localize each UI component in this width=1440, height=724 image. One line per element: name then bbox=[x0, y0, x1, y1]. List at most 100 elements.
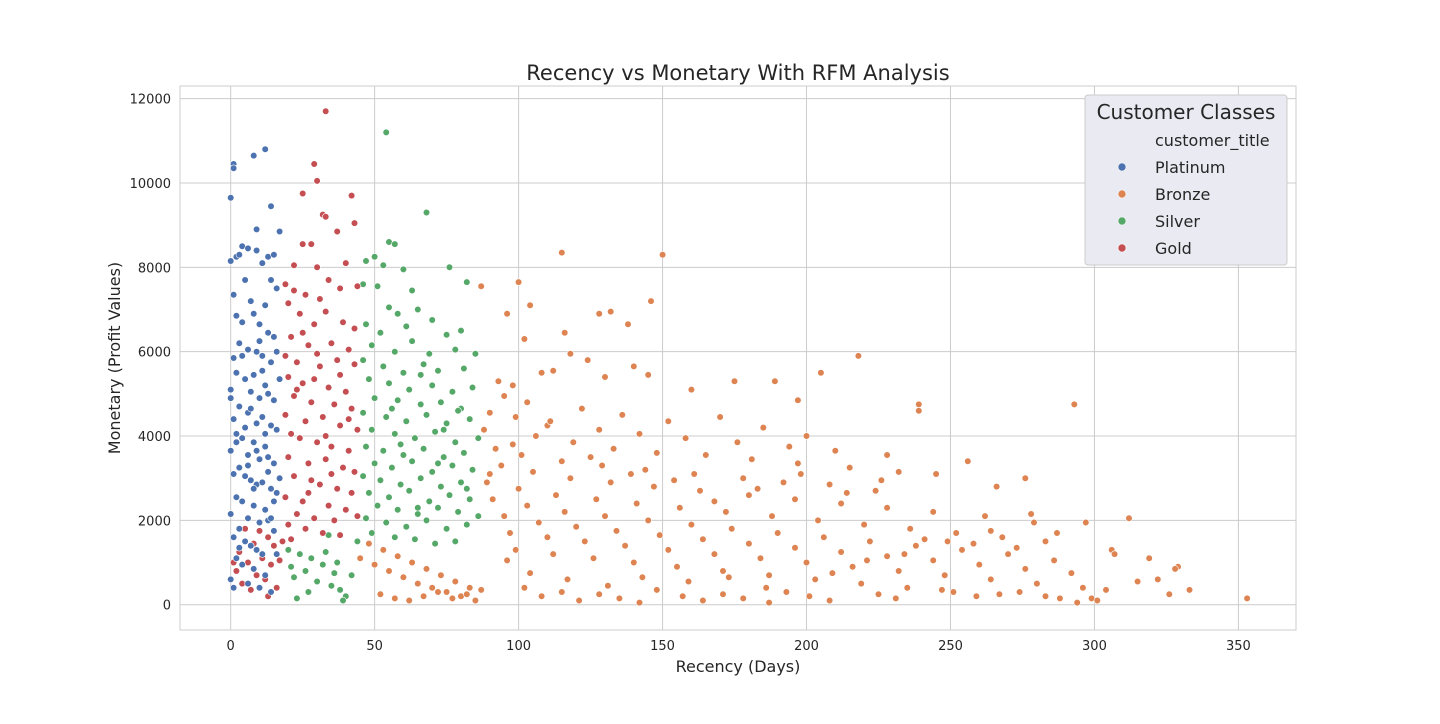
scatter-point-bronze bbox=[1067, 569, 1075, 577]
scatter-point-bronze bbox=[941, 571, 949, 579]
scatter-point-silver bbox=[448, 388, 457, 396]
scatter-point-bronze bbox=[995, 590, 1004, 598]
scatter-point-gold bbox=[232, 567, 240, 575]
scatter-point-silver bbox=[385, 493, 393, 501]
scatter-point-gold bbox=[336, 371, 344, 379]
scatter-point-bronze bbox=[520, 335, 529, 343]
scatter-point-bronze bbox=[846, 464, 854, 472]
scatter-point-gold bbox=[310, 514, 318, 522]
scatter-point-silver bbox=[365, 489, 373, 497]
scatter-point-bronze bbox=[489, 495, 497, 503]
scatter-point-gold bbox=[281, 352, 290, 360]
scatter-point-bronze bbox=[635, 430, 644, 438]
scatter-point-silver bbox=[463, 278, 471, 286]
scatter-point-silver bbox=[371, 253, 379, 261]
scatter-point-bronze bbox=[779, 478, 788, 487]
scatter-point-bronze bbox=[572, 523, 580, 531]
scatter-point-silver bbox=[434, 504, 442, 512]
scatter-point-platinum bbox=[235, 464, 243, 472]
scatter-point-bronze bbox=[920, 535, 929, 543]
y-tick-label: 12000 bbox=[130, 93, 171, 108]
scatter-point-gold bbox=[304, 341, 313, 349]
scatter-point-silver bbox=[417, 474, 425, 482]
scatter-point-silver bbox=[437, 398, 445, 406]
scatter-point-platinum bbox=[238, 560, 246, 569]
scatter-point-silver bbox=[319, 560, 327, 569]
scatter-point-silver bbox=[394, 506, 402, 514]
scatter-point-bronze bbox=[414, 579, 422, 588]
scatter-point-bronze bbox=[756, 554, 765, 562]
scatter-point-silver bbox=[402, 523, 410, 531]
scatter-point-bronze bbox=[797, 470, 805, 478]
scatter-point-bronze bbox=[730, 377, 739, 385]
scatter-point-platinum bbox=[238, 497, 246, 506]
scatter-point-silver bbox=[428, 316, 436, 324]
scatter-point-bronze bbox=[687, 386, 696, 394]
scatter-point-gold bbox=[325, 502, 333, 510]
scatter-point-gold bbox=[290, 392, 298, 400]
scatter-point-silver bbox=[359, 472, 367, 480]
scatter-point-bronze bbox=[492, 445, 500, 453]
scatter-point-gold bbox=[316, 480, 324, 489]
scatter-point-silver bbox=[379, 447, 387, 455]
scatter-point-gold bbox=[293, 510, 301, 518]
scatter-point-bronze bbox=[575, 596, 583, 605]
scatter-point-silver bbox=[402, 417, 410, 425]
scatter-point-bronze bbox=[1030, 518, 1038, 527]
scatter-point-silver bbox=[443, 525, 451, 533]
scatter-point-platinum bbox=[255, 394, 264, 402]
scatter-point-silver bbox=[379, 261, 387, 269]
scatter-point-gold bbox=[313, 177, 321, 185]
scatter-point-bronze bbox=[716, 413, 724, 421]
scatter-point-platinum bbox=[247, 297, 255, 305]
scatter-point-bronze bbox=[883, 552, 891, 560]
scatter-point-gold bbox=[310, 160, 318, 168]
scatter-point-platinum bbox=[235, 544, 243, 552]
scatter-point-silver bbox=[417, 371, 425, 379]
scatter-point-bronze bbox=[598, 461, 606, 470]
scatter-point-bronze bbox=[1027, 510, 1035, 518]
scatter-point-silver bbox=[454, 508, 462, 516]
scatter-point-platinum bbox=[247, 405, 255, 413]
scatter-point-bronze bbox=[589, 554, 598, 562]
scatter-point-platinum bbox=[230, 354, 238, 362]
scatter-point-gold bbox=[345, 447, 353, 455]
scatter-point-silver bbox=[405, 386, 413, 394]
scatter-point-silver bbox=[399, 451, 408, 459]
scatter-point-bronze bbox=[895, 567, 903, 575]
legend-subtitle: customer_title bbox=[1155, 131, 1270, 151]
scatter-point-bronze bbox=[422, 565, 431, 573]
scatter-point-platinum bbox=[241, 472, 249, 480]
scatter-point-silver bbox=[414, 504, 422, 512]
scatter-point-silver bbox=[371, 459, 379, 468]
scatter-point-bronze bbox=[578, 405, 586, 413]
scatter-point-bronze bbox=[641, 466, 649, 474]
scatter-point-platinum bbox=[230, 533, 238, 541]
scatter-point-platinum bbox=[273, 284, 281, 293]
legend-label-silver: Silver bbox=[1155, 212, 1200, 231]
scatter-point-platinum bbox=[247, 388, 255, 396]
scatter-point-bronze bbox=[601, 512, 609, 520]
scatter-point-silver bbox=[460, 364, 468, 373]
scatter-point-bronze bbox=[719, 567, 727, 575]
scatter-point-silver bbox=[457, 478, 465, 487]
scatter-point-bronze bbox=[1165, 590, 1173, 598]
scatter-point-platinum bbox=[270, 527, 278, 535]
scatter-point-bronze bbox=[1125, 514, 1133, 522]
scatter-point-silver bbox=[379, 362, 387, 371]
scatter-point-bronze bbox=[561, 508, 569, 516]
scatter-point-gold bbox=[284, 520, 292, 529]
legend-label-gold: Gold bbox=[1155, 239, 1192, 258]
scatter-point-gold bbox=[281, 280, 290, 288]
scatter-point-bronze bbox=[802, 432, 811, 440]
scatter-point-platinum bbox=[267, 421, 275, 430]
y-tick-label: 4000 bbox=[138, 430, 171, 445]
scatter-point-gold bbox=[299, 240, 307, 248]
scatter-point-gold bbox=[307, 240, 315, 248]
legend-entries: Platinum Bronze Silver Gold bbox=[1117, 158, 1225, 258]
scatter-point-bronze bbox=[1154, 575, 1162, 584]
scatter-point-bronze bbox=[679, 592, 687, 600]
scatter-point-silver bbox=[287, 563, 295, 571]
scatter-point-silver bbox=[425, 350, 433, 358]
scatter-point-platinum bbox=[250, 152, 258, 160]
